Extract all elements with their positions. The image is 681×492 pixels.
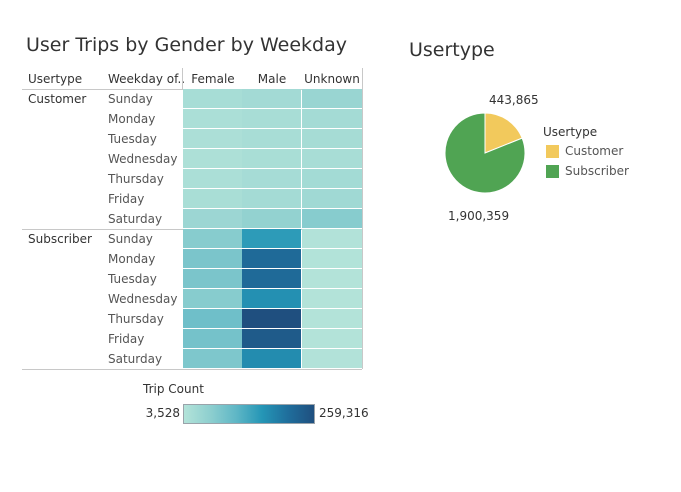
weekday-label[interactable]: Monday [108, 252, 156, 266]
heatmap-cell[interactable] [183, 129, 242, 148]
heatmap-cell[interactable] [183, 109, 242, 128]
usertype-label-subscriber[interactable]: Subscriber [28, 232, 92, 246]
group-divider [22, 369, 362, 370]
heatmap-cell[interactable] [183, 329, 242, 348]
legend-color-ramp [183, 404, 315, 424]
heatmap-cell[interactable] [302, 289, 362, 308]
pie-value-label-subscriber: 1,900,359 [448, 209, 510, 223]
header-column-divider [362, 68, 363, 89]
usertype-label-customer[interactable]: Customer [28, 92, 87, 106]
weekday-label[interactable]: Friday [108, 192, 145, 206]
weekday-header-divider [182, 68, 183, 89]
heatmap-cell[interactable] [242, 109, 301, 128]
legend-swatch-customer[interactable] [546, 145, 559, 158]
heatmap-cell[interactable] [242, 149, 301, 168]
weekday-label[interactable]: Saturday [108, 352, 163, 366]
heatmap-cell[interactable] [242, 189, 301, 208]
heatmap-cell[interactable] [302, 349, 362, 368]
pie-slice-customer[interactable] [484, 112, 523, 154]
heatmap-cell[interactable] [302, 329, 362, 348]
heatmap-cell[interactable] [183, 289, 242, 308]
heatmap-cell[interactable] [183, 309, 242, 328]
heatmap-cell[interactable] [302, 269, 362, 288]
heatmap-chart-title: User Trips by Gender by Weekday [26, 34, 347, 56]
legend-title: Trip Count [143, 382, 204, 396]
heatmap-cell[interactable] [302, 169, 362, 188]
heatmap-cell[interactable] [183, 169, 242, 188]
column-header-female[interactable]: Female [191, 72, 235, 86]
column-header-male[interactable]: Male [257, 72, 287, 86]
heatmap-cell[interactable] [242, 249, 301, 268]
heatmap-cell[interactable] [242, 169, 301, 188]
heatmap-cell[interactable] [183, 189, 242, 208]
heatmap-cell[interactable] [242, 269, 301, 288]
heatmap-cell[interactable] [242, 209, 301, 228]
weekday-label[interactable]: Wednesday [108, 292, 178, 306]
heatmap-cell[interactable] [242, 329, 301, 348]
weekday-label[interactable]: Sunday [108, 92, 153, 106]
weekday-label[interactable]: Sunday [108, 232, 153, 246]
heatmap-cell[interactable] [302, 309, 362, 328]
heatmap-cell[interactable] [183, 89, 242, 108]
heatmap-cell[interactable] [302, 149, 362, 168]
weekday-label[interactable]: Friday [108, 332, 145, 346]
heatmap-cell[interactable] [302, 249, 362, 268]
row-header-usertype: Usertype [28, 72, 83, 86]
heatmap-cell[interactable] [183, 149, 242, 168]
weekday-label[interactable]: Thursday [108, 172, 164, 186]
legend-min-label: 3,528 [145, 406, 180, 420]
weekday-label[interactable]: Tuesday [108, 272, 157, 286]
heatmap-cell[interactable] [183, 349, 242, 368]
heatmap-cell[interactable] [242, 349, 301, 368]
heatmap-cell[interactable] [302, 209, 362, 228]
weekday-label[interactable]: Thursday [108, 312, 164, 326]
heatmap-cell[interactable] [302, 129, 362, 148]
heatmap-cell[interactable] [302, 189, 362, 208]
row-header-weekday[interactable]: Weekday of.. [108, 72, 186, 86]
heatmap-cell[interactable] [183, 209, 242, 228]
heatmap-cell[interactable] [242, 129, 301, 148]
weekday-label[interactable]: Tuesday [108, 132, 157, 146]
legend-label-customer[interactable]: Customer [565, 144, 624, 158]
legend-label-subscriber[interactable]: Subscriber [565, 164, 629, 178]
column-header-unknown[interactable]: Unknown [304, 72, 360, 86]
heatmap-cell[interactable] [242, 89, 301, 108]
heatmap-cell[interactable] [302, 89, 362, 108]
heatmap-cell[interactable] [183, 269, 242, 288]
heatmap-cell[interactable] [242, 289, 301, 308]
pie-value-label-customer: 443,865 [489, 93, 539, 107]
weekday-label[interactable]: Monday [108, 112, 156, 126]
pie-legend-title: Usertype [543, 125, 598, 139]
pie-slice-subscriber[interactable] [444, 112, 526, 194]
heatmap-cell[interactable] [302, 109, 362, 128]
heatmap-cell[interactable] [183, 229, 242, 248]
weekday-label[interactable]: Wednesday [108, 152, 178, 166]
heatmap-cell[interactable] [242, 229, 301, 248]
legend-swatch-subscriber[interactable] [546, 165, 559, 178]
heatmap-cell[interactable] [242, 309, 301, 328]
heatmap-right-border [362, 89, 363, 369]
weekday-label[interactable]: Saturday [108, 212, 163, 226]
heatmap-cell[interactable] [302, 229, 362, 248]
pie-chart-title: Usertype [409, 39, 495, 61]
heatmap-cell[interactable] [183, 249, 242, 268]
legend-max-label: 259,316 [319, 406, 369, 420]
